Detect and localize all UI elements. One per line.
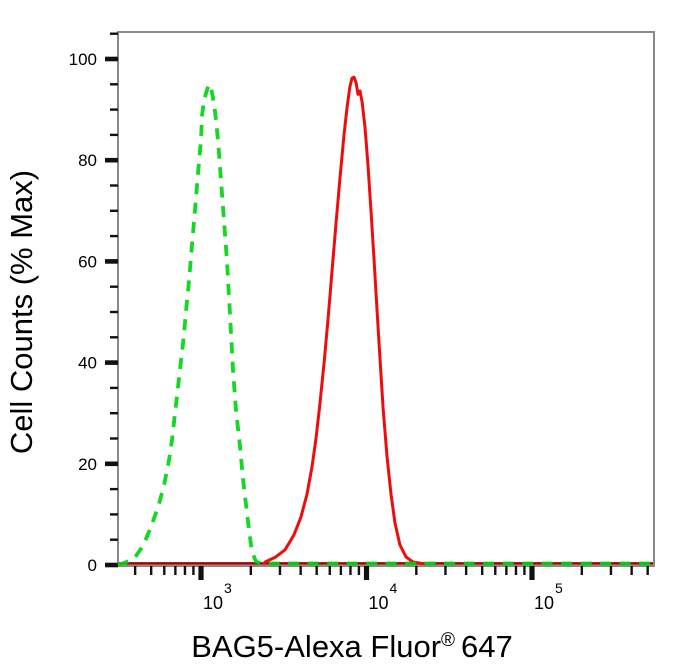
- y-minor-tick: [110, 336, 118, 339]
- x-minor-tick: [192, 566, 195, 575]
- x-major-tick: [198, 566, 204, 580]
- x-minor-tick: [480, 566, 484, 575]
- y-major-tick: [105, 360, 118, 365]
- y-minor-tick: [110, 32, 118, 35]
- x-tick-label-base: 10: [369, 593, 389, 613]
- x-minor-tick: [646, 566, 649, 575]
- x-tick-label-base: 10: [203, 593, 223, 613]
- y-tick-label: 60: [78, 252, 97, 271]
- x-minor-tick: [505, 566, 508, 575]
- x-minor-tick: [183, 566, 187, 575]
- y-tick-label: 20: [78, 455, 97, 474]
- y-tick-label: 40: [78, 354, 97, 373]
- y-minor-tick: [110, 412, 118, 415]
- y-major-tick: [105, 461, 118, 467]
- y-minor-tick: [110, 386, 118, 390]
- x-minor-tick: [415, 566, 418, 575]
- x-minor-tick: [514, 566, 518, 575]
- x-minor-tick: [357, 566, 361, 575]
- y-minor-tick: [110, 83, 118, 86]
- x-minor-tick: [630, 566, 633, 575]
- y-minor-tick: [110, 310, 118, 314]
- registered-trademark-symbol: ®: [441, 630, 455, 651]
- x-minor-tick: [278, 566, 282, 575]
- x-minor-tick: [299, 566, 302, 575]
- control-curve-green: [117, 82, 654, 567]
- x-major-tick: [363, 566, 370, 580]
- x-minor-tick: [444, 566, 447, 575]
- y-tick-label: 80: [78, 151, 97, 170]
- x-major-tick: [529, 566, 535, 580]
- y-major-tick: [105, 562, 118, 568]
- x-minor-tick: [339, 566, 343, 575]
- x-minor-tick: [523, 566, 526, 575]
- y-minor-tick: [110, 108, 118, 111]
- x-minor-tick: [609, 566, 613, 575]
- y-major-tick: [105, 259, 118, 264]
- x-minor-tick: [328, 566, 331, 575]
- x-minor-tick: [133, 566, 137, 575]
- y-tick-label: 100: [69, 50, 97, 69]
- y-minor-tick: [110, 487, 118, 491]
- x-tick-label-base: 10: [534, 593, 554, 613]
- y-minor-tick: [110, 209, 118, 212]
- x-axis-title-suffix: 647: [461, 629, 513, 664]
- y-minor-tick: [110, 538, 118, 541]
- y-minor-tick: [110, 285, 118, 288]
- x-minor-tick: [494, 566, 497, 575]
- x-minor-tick: [249, 566, 253, 575]
- y-major-tick: [105, 56, 118, 62]
- x-minor-tick: [580, 566, 584, 575]
- x-tick-label-exponent: 5: [555, 580, 563, 596]
- x-minor-tick: [315, 566, 318, 575]
- y-minor-tick: [110, 234, 118, 238]
- x-minor-tick: [464, 566, 468, 575]
- y-minor-tick: [110, 133, 118, 137]
- x-minor-tick: [149, 566, 153, 575]
- y-minor-tick: [110, 184, 118, 187]
- x-tick-label-exponent: 4: [390, 580, 398, 596]
- x-minor-tick: [349, 566, 352, 575]
- x-tick-label-exponent: 3: [224, 580, 232, 596]
- x-axis-title-main: BAG5-Alexa Fluor: [191, 629, 441, 664]
- y-axis-title: Cell Counts (% Max): [4, 170, 39, 454]
- y-tick-label: 0: [88, 556, 97, 575]
- y-major-tick: [105, 157, 118, 163]
- x-minor-tick: [163, 566, 166, 575]
- x-minor-tick: [174, 566, 177, 575]
- sample-curve-red: [262, 75, 434, 565]
- y-minor-tick: [110, 513, 118, 516]
- x-axis-title: BAG5-Alexa Fluor® 647: [191, 629, 513, 664]
- y-minor-tick: [110, 437, 118, 440]
- plot-frame: [117, 31, 655, 567]
